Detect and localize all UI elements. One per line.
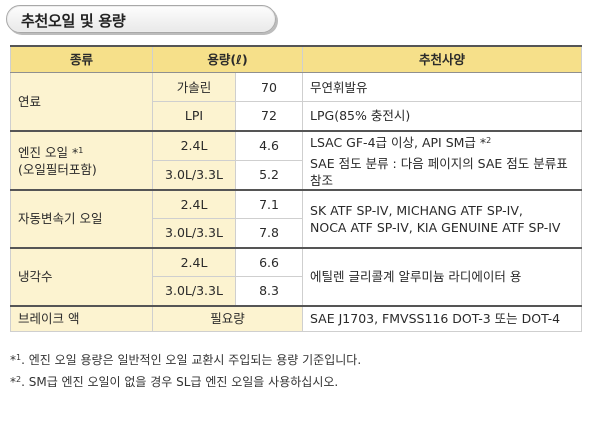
header-recommendation: 추천사양 [302,45,583,73]
table-row: 냉각수 2.4L 6.6 에틸렌 글리콜계 알루미늄 라디에이터 용 [10,246,583,306]
coolant-rec: 에틸렌 글리콜계 알루미늄 라디에이터 용 [302,246,583,306]
fuel-label: 연료 [10,72,153,131]
engine-oil-label-line2: (오일필터포함) [18,162,97,177]
table-row: 3.0L/3.3L 5.2 [11,159,582,190]
fuel-gasoline-label: 가솔린 [152,72,236,102]
brake-label: 브레이크 액 [10,304,153,332]
oil-capacity-table: 종류 용량(ℓ) 추천사양 연료 가솔린 70 무연휘발유 LPI 72 LPG… [10,45,583,332]
fuel-gasoline-value: 70 [234,72,304,102]
footnote-2-num: 2 [16,375,22,384]
footnote-1-text: . 엔진 오일 용량은 일반적인 오일 교환시 주입되는 용량 기준입니다. [21,353,362,367]
brake-rec: SAE J1703, FMVSS116 DOT-3 또는 DOT-4 [302,304,583,332]
transmission-rec-line1: SK ATF SP-IV, MICHANG ATF SP-IV, [310,202,523,218]
section-title-pill: 추천오일 및 용량 [6,5,276,33]
engine-oil-rec-line2: SAE 점도 분류 : 다음 페이지의 SAE 점도 분류표 [310,155,568,171]
table-row: 3.0L/3.3L 8.3 [11,276,582,306]
table-header-row: 종류 용량(ℓ) 추천사양 [10,45,583,73]
fuel-lpi-rec: LPG(85% 충전시) [302,101,583,131]
coolant-24-label: 2.4L [152,246,236,277]
engine-oil-rec-line3: 참조 [310,172,334,188]
fuel-lpi-value: 72 [234,101,304,131]
engine-oil-label-line1: 엔진 오일 * [18,145,79,160]
transmission-rec: SK ATF SP-IV, MICHANG ATF SP-IV, NOCA AT… [302,188,583,248]
transmission-30-label: 3.0L/3.3L [152,218,236,248]
table-row: 3.0L/3.3L 7.8 [11,218,582,248]
engine-oil-rec: LSAC GF-4급 이상, API SM급 *2 SAE 점도 분류 : 다음… [302,129,583,190]
table-row: 자동변속기 오일 2.4L 7.1 SK ATF SP-IV, MICHANG … [10,188,583,248]
footnote-1-mark: * [10,353,16,367]
brake-capacity: 필요량 [151,304,304,332]
coolant-label: 냉각수 [10,246,153,306]
transmission-label: 자동변속기 오일 [10,188,153,248]
fuel-gasoline-rec: 무연휘발유 [302,72,583,102]
fuel-lpi-label: LPI [152,101,236,131]
engine-oil-30-label: 3.0L/3.3L [152,159,236,190]
engine-oil-footnote-ref: 1 [78,146,84,155]
table-row: 엔진 오일 *1 (오일필터포함) 2.4L 4.6 LSAC GF-4급 이상… [10,129,583,190]
table-row: 브레이크 액 필요량 SAE J1703, FMVSS116 DOT-3 또는 … [10,304,583,332]
footnote-2-text: . SM급 엔진 오일이 없을 경우 SL급 엔진 오일을 사용하십시오. [21,375,339,389]
coolant-30-label: 3.0L/3.3L [152,276,236,306]
transmission-30-value: 7.8 [234,218,304,248]
footnote-2-mark: * [10,375,16,389]
engine-oil-24-value: 4.6 [234,129,304,161]
footnote-2: *2. SM급 엔진 오일이 없을 경우 SL급 엔진 오일을 사용하십시오. [10,373,338,390]
table-row: 연료 가솔린 70 무연휘발유 [10,72,583,131]
coolant-24-value: 6.6 [234,246,304,277]
engine-oil-label: 엔진 오일 *1 (오일필터포함) [10,129,153,190]
footnote-1: *1. 엔진 오일 용량은 일반적인 오일 교환시 주입되는 용량 기준입니다. [10,351,361,368]
engine-oil-30-value: 5.2 [234,159,304,190]
table-row: LPI 72 LPG(85% 충전시) [11,101,583,131]
engine-oil-24-label: 2.4L [152,129,236,161]
footnote-1-num: 1 [16,353,22,362]
transmission-24-label: 2.4L [152,188,236,219]
engine-oil-rec-footnote-ref: 2 [486,135,492,145]
transmission-rec-line2: NOCA ATF SP-IV, KIA GENUINE ATF SP-IV [310,219,561,235]
section-title: 추천오일 및 용량 [21,12,126,30]
engine-oil-rec-line1: LSAC GF-4급 이상, API SM급 * [310,134,487,150]
header-capacity: 용량(ℓ) [151,45,304,73]
header-type: 종류 [10,45,153,73]
transmission-24-value: 7.1 [234,188,304,219]
coolant-30-value: 8.3 [234,276,304,306]
